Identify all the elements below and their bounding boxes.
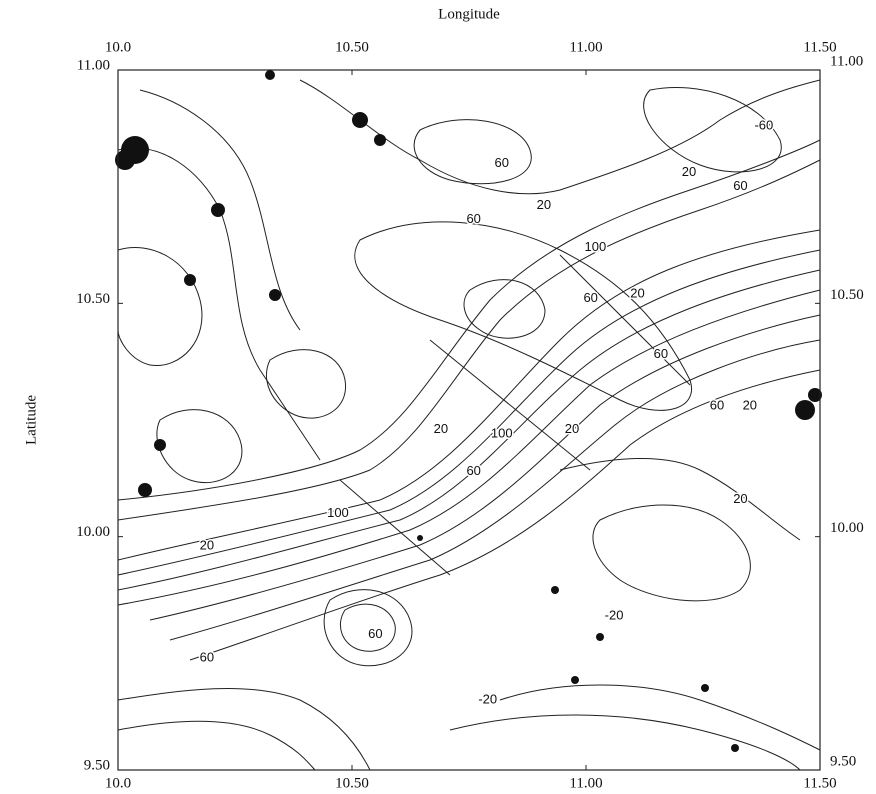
x-tick-label-top: 11.00 (569, 39, 602, 55)
contour-field (117, 79, 821, 771)
contour-label: 20 (630, 285, 644, 300)
contour-label: -20 (478, 691, 497, 706)
y-axis-title: Latitude (23, 395, 39, 445)
x-tick-label-top: 11.50 (803, 39, 836, 55)
x-tick-label-bottom: 11.00 (569, 775, 602, 791)
contour-label: 60 (654, 346, 668, 361)
contour-label: 20 (743, 397, 757, 412)
contour-label: 60 (466, 463, 480, 478)
y-tick-label-left: 10.00 (76, 524, 110, 540)
x-tick-label-top: 10.0 (105, 39, 131, 55)
y-tick-label-left: 11.00 (77, 57, 110, 73)
contour-label: -60 (754, 117, 773, 132)
contour-label: 20 (565, 421, 579, 436)
plot-frame (117, 69, 821, 771)
contour-label: 60 (495, 155, 509, 170)
y-tick-label-right: 10.00 (830, 520, 864, 536)
contour-label: 60 (710, 397, 724, 412)
y-tick-label-right: 11.00 (830, 53, 863, 69)
contour-label: 100 (491, 425, 513, 440)
x-tick-label-top: 10.50 (335, 39, 369, 55)
contour-label: 20 (200, 537, 214, 552)
contour-label: 100 (585, 239, 607, 254)
y-tick-label-left: 10.50 (76, 291, 110, 307)
x-axis-title: Longitude (438, 6, 500, 22)
contour-label: -20 (605, 607, 624, 622)
contour-label: 20 (682, 164, 696, 179)
x-tick-label-bottom: 10.50 (335, 775, 369, 791)
x-tick-label-bottom: 11.50 (803, 775, 836, 791)
contour-label: 60 (733, 178, 747, 193)
contour-label: 60 (368, 626, 382, 641)
contour-label: 20 (434, 421, 448, 436)
contour-label: 20 (733, 491, 747, 506)
contour-label: 60 (583, 290, 597, 305)
y-tick-label-right: 10.50 (830, 287, 864, 303)
contour-label: 60 (466, 211, 480, 226)
dense-anomalies (115, 70, 822, 752)
contour-label: 60 (200, 649, 214, 664)
x-tick-label-bottom: 10.0 (105, 775, 131, 791)
y-tick-label-left: 9.50 (84, 757, 110, 773)
y-tick-label-right: 9.50 (830, 753, 856, 769)
contour-label: 100 (327, 505, 349, 520)
contour-label: 20 (537, 197, 551, 212)
